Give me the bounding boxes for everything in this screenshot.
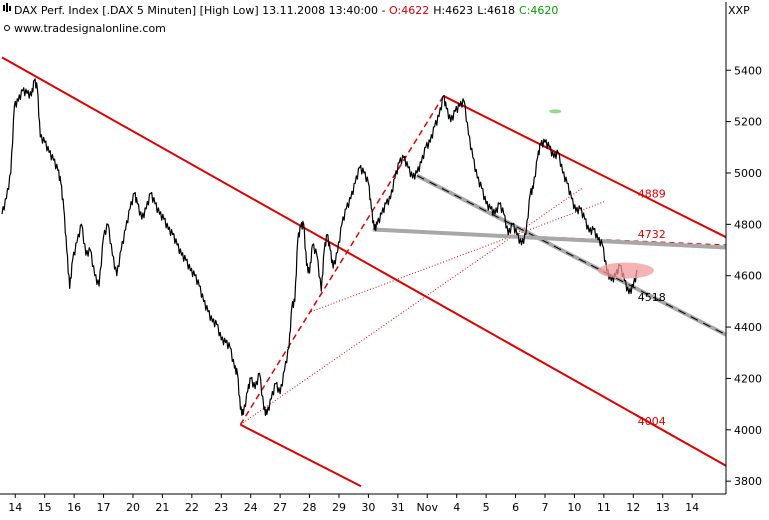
y-tick-label-5400: 5400 xyxy=(734,64,762,77)
y-tick-label-4000: 4000 xyxy=(734,424,762,437)
y-tick-label-3800: 3800 xyxy=(734,475,762,488)
support-line-8 xyxy=(372,227,727,250)
support-line-center xyxy=(416,175,727,336)
dotted-fan-line-4 xyxy=(240,187,583,426)
corner-label: XXP xyxy=(728,4,750,17)
x-tick-label-7: 23 xyxy=(214,501,228,514)
low-value: L:4618 xyxy=(477,4,515,17)
x-tick-label-22: 13 xyxy=(656,501,670,514)
y-tick-label-4200: 4200 xyxy=(734,372,762,385)
y-tick-label-5200: 5200 xyxy=(734,116,762,129)
dashed-trend-line-3 xyxy=(239,95,445,426)
x-tick-label-18: 7 xyxy=(542,501,549,514)
x-tick-label-11: 29 xyxy=(332,501,346,514)
y-tick-label-5000: 5000 xyxy=(734,167,762,180)
channel-line-0 xyxy=(1,56,727,467)
trend-lines xyxy=(1,56,727,488)
x-tick-label-2: 16 xyxy=(67,501,81,514)
x-tick-label-21: 12 xyxy=(626,501,640,514)
x-tick-label-14: Nov xyxy=(417,501,439,514)
x-tick-label-16: 5 xyxy=(483,501,490,514)
x-tick-label-3: 17 xyxy=(97,501,111,514)
chart-axes: 5400 5200 5000 4800 4600 4400 4200 4000 3800 14 15… xyxy=(0,2,762,514)
x-tick-label-13: 31 xyxy=(391,501,405,514)
channel-line-2 xyxy=(443,95,727,239)
x-tick-label-9: 27 xyxy=(273,501,287,514)
x-tick-label-12: 30 xyxy=(361,501,375,514)
x-tick-label-5: 21 xyxy=(155,501,169,514)
x-tick-label-23: 14 xyxy=(685,501,699,514)
chart-annotations: 4889 4732 4004 4518 xyxy=(549,109,666,428)
high-value: H:4623 xyxy=(433,4,473,17)
green-marker xyxy=(549,109,562,114)
y-tick-label-4800: 4800 xyxy=(734,218,762,231)
price-line xyxy=(1,78,638,416)
header-icon xyxy=(3,3,11,12)
chart-header: DAX Perf. Index [.DAX 5 Minuten] [High L… xyxy=(3,3,750,35)
x-tick-label-15: 4 xyxy=(453,501,460,514)
highlight-ellipse xyxy=(597,262,654,279)
price-label: 4518 xyxy=(638,291,666,304)
channel-line-1 xyxy=(239,423,362,488)
x-tick-label-4: 20 xyxy=(126,501,140,514)
level-label-4004: 4004 xyxy=(638,415,666,428)
x-tick-label-1: 15 xyxy=(38,501,52,514)
price-series xyxy=(1,78,638,416)
x-tick-label-19: 10 xyxy=(567,501,581,514)
svg-text:DAX Perf. Index [.DAX 5 Minut: DAX Perf. Index [.DAX 5 Minuten] [High L… xyxy=(14,4,558,17)
x-tick-label-8: 24 xyxy=(244,501,258,514)
x-tick-label-17: 6 xyxy=(512,501,519,514)
y-tick-label-4600: 4600 xyxy=(734,270,762,283)
x-tick-label-10: 28 xyxy=(303,501,317,514)
x-tick-label-20: 11 xyxy=(597,501,611,514)
website-bullet-icon xyxy=(4,25,10,31)
website-text[interactable]: www.tradesignalonline.com xyxy=(14,22,166,35)
open-value: O:4622 xyxy=(389,4,429,17)
y-tick-label-4400: 4400 xyxy=(734,321,762,334)
x-tick-label-0: 14 xyxy=(8,501,22,514)
dotted-fan-line-5 xyxy=(310,200,606,313)
level-label-4889: 4889 xyxy=(638,187,666,200)
close-value: C:4620 xyxy=(519,4,558,17)
level-label-4732: 4732 xyxy=(638,228,666,241)
chart-title: DAX Perf. Index [.DAX 5 Minuten] [High L… xyxy=(14,4,389,17)
x-tick-label-6: 22 xyxy=(185,501,199,514)
